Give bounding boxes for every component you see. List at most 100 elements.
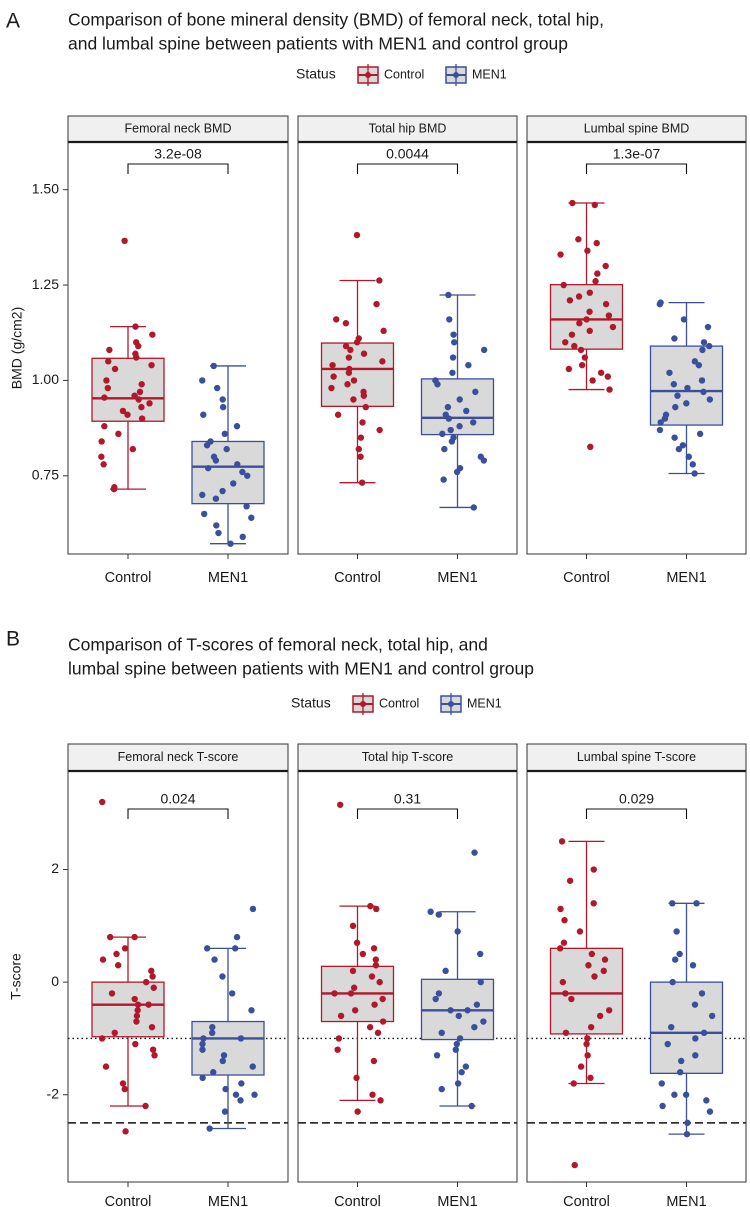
data-point (671, 335, 678, 342)
facet-frame (526, 115, 747, 555)
data-point (334, 1046, 341, 1053)
data-point (433, 1052, 441, 1059)
data-point (566, 297, 574, 304)
data-point (355, 445, 363, 453)
data-point (441, 445, 448, 453)
data-point (148, 967, 155, 975)
data-point (102, 1063, 110, 1070)
data-point (376, 426, 383, 434)
data-point (337, 1012, 345, 1020)
data-point (679, 442, 687, 449)
box-men1 (191, 905, 265, 1132)
data-point (219, 973, 226, 980)
data-point (350, 377, 358, 384)
data-point (111, 365, 119, 373)
data-point (351, 1007, 359, 1014)
data-point (605, 312, 613, 319)
box-control (549, 838, 624, 1169)
data-point (661, 415, 669, 422)
data-point (589, 377, 596, 384)
y-axis-label: T-score (8, 953, 24, 1000)
data-point (480, 457, 488, 464)
x-tick-label-control: Control (563, 1194, 610, 1207)
data-point (131, 933, 138, 941)
data-point (353, 231, 361, 239)
data-point (671, 1091, 678, 1098)
data-point (469, 419, 477, 426)
data-point (453, 1040, 461, 1048)
data-point (370, 1057, 378, 1065)
data-point (446, 316, 453, 323)
y-tick-label: -2 (47, 1085, 60, 1101)
data-point (223, 445, 230, 453)
data-point (458, 1069, 465, 1076)
data-point (111, 1029, 118, 1037)
data-point (604, 373, 612, 380)
x-tick-label-men1: MEN1 (666, 1194, 706, 1207)
data-point (215, 529, 222, 537)
data-point (119, 1080, 127, 1087)
data-point (219, 1057, 227, 1065)
data-point (577, 346, 585, 354)
data-point (232, 1091, 240, 1098)
data-point (456, 423, 463, 430)
facet-a-3: Lumbal spine BMD 1.3e-07 Control MEN1 (526, 115, 747, 586)
facet-title: Femoral neck BMD (125, 121, 232, 135)
data-point (584, 247, 591, 254)
data-point (700, 339, 708, 346)
facet-title: Total hip BMD (369, 121, 447, 135)
facet-b-3: Lumbal spine T-score 0.029 Control MEN1 (526, 743, 747, 1207)
chart-title-line: and lumbal spine between patients with M… (68, 34, 568, 54)
data-point (435, 990, 443, 997)
data-point (668, 1023, 675, 1031)
data-point (135, 342, 142, 350)
p-value-label: 0.0044 (386, 146, 429, 162)
legend-entry-men1: MEN1 (467, 696, 502, 710)
data-point (357, 434, 365, 441)
data-point (219, 396, 226, 403)
data-point (708, 1012, 716, 1020)
p-value-label: 0.029 (619, 791, 654, 807)
data-point (233, 423, 241, 430)
legend-key-point (365, 72, 371, 78)
data-point (470, 504, 477, 511)
data-point (149, 331, 156, 338)
data-point (672, 403, 679, 411)
p-value-label: 0.31 (394, 791, 421, 807)
bracket-line (127, 808, 229, 819)
data-point (219, 487, 226, 495)
data-point (248, 514, 255, 521)
x-tick-label-men1: MEN1 (437, 1194, 477, 1207)
data-point (220, 1052, 228, 1059)
data-point (691, 1001, 699, 1008)
data-point (359, 419, 366, 426)
legend-title: Status (296, 66, 336, 82)
data-point (243, 503, 250, 510)
data-point (133, 1012, 141, 1020)
data-point (347, 990, 355, 997)
data-point (251, 1091, 258, 1098)
facet-title: Lumbal spine T-score (577, 750, 696, 764)
chart-panel-a: A Comparison of bone mineral density (BMD… (6, 10, 747, 586)
box-control (320, 801, 395, 1115)
data-point (200, 510, 208, 518)
data-point (602, 262, 609, 270)
data-point (445, 415, 453, 422)
data-point (151, 1052, 158, 1059)
data-point (584, 1052, 591, 1059)
chart-title-line: lumbal spine between patients with MEN1 … (68, 659, 534, 679)
data-point (349, 922, 357, 930)
data-point (244, 472, 251, 479)
data-point (210, 362, 217, 370)
data-point (449, 369, 456, 376)
data-point (371, 1001, 378, 1008)
data-point (587, 443, 594, 451)
data-point (133, 1018, 140, 1025)
significance-bracket: 3.2e-08 (127, 146, 229, 174)
data-point (353, 939, 361, 946)
legend-key-point (448, 701, 454, 707)
data-point (105, 358, 112, 365)
data-point (238, 1080, 245, 1087)
legend-entry-men1: MEN1 (472, 67, 507, 81)
